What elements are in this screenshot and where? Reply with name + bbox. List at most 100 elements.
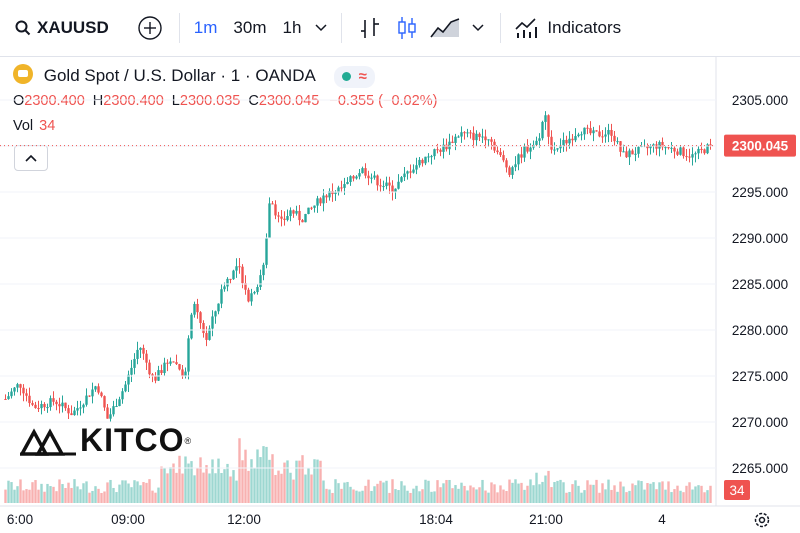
candle-body	[34, 404, 37, 409]
market-open-dot	[341, 72, 351, 82]
candle-body	[151, 374, 154, 377]
candle-body	[307, 207, 310, 214]
candle-body	[694, 153, 697, 155]
volume-bar	[484, 490, 487, 503]
volume-bar	[109, 479, 112, 503]
volume-bar	[271, 454, 274, 503]
last-price-tag	[724, 134, 796, 157]
high-value: 2300.400	[103, 93, 164, 109]
volume-bar	[580, 492, 583, 503]
volume-bar	[550, 487, 553, 503]
candle-body	[700, 148, 703, 150]
volume-bar	[310, 474, 313, 503]
volume-bar	[304, 474, 307, 503]
candle-body	[292, 210, 295, 214]
candle-body	[697, 148, 700, 154]
candle-body	[208, 328, 211, 340]
candle-body	[286, 216, 289, 220]
volume-bar	[469, 485, 472, 503]
volume-bar	[664, 489, 667, 503]
candle-body	[703, 149, 706, 154]
candle-body	[673, 147, 676, 152]
candle-body	[331, 191, 334, 195]
candle-body	[46, 407, 49, 409]
volume-bar	[637, 480, 640, 503]
candle-body	[19, 384, 22, 388]
candle-body	[691, 154, 694, 158]
volume-bar	[424, 479, 427, 503]
indicators-button[interactable]: Indicators	[515, 0, 621, 57]
chevron-down-icon[interactable]	[472, 24, 484, 32]
y-tick-label: 2300.000	[732, 139, 788, 154]
candle-body	[100, 392, 103, 397]
candles-chart-icon[interactable]	[396, 15, 418, 41]
volume-bar	[610, 489, 613, 503]
candle-body	[556, 148, 559, 150]
volume-bar	[298, 460, 301, 503]
candle-body	[580, 134, 583, 136]
volume-bar	[349, 486, 352, 503]
candle-body	[505, 160, 508, 168]
candle-body	[175, 362, 178, 365]
volume-bar	[523, 489, 526, 503]
candle-body	[349, 176, 352, 182]
candle-body	[655, 144, 658, 149]
volume-bar	[697, 485, 700, 503]
volume-bar	[307, 468, 310, 503]
candle-body	[220, 289, 223, 304]
candle-body	[400, 177, 403, 182]
volume-bar	[700, 485, 703, 503]
volume-bar	[355, 490, 358, 503]
volume-bar	[25, 489, 28, 503]
candle-body	[196, 303, 199, 313]
candle-body	[550, 136, 553, 150]
candle-body	[190, 314, 193, 339]
market-status-badge[interactable]: ≈	[333, 65, 375, 88]
volume-bar	[244, 449, 247, 503]
candle-body	[430, 156, 433, 158]
toolbar-divider	[341, 13, 343, 43]
candle-body	[544, 115, 547, 122]
volume-bar	[187, 463, 190, 503]
candle-body	[85, 395, 88, 405]
candle-body	[598, 131, 601, 137]
volume-bar	[352, 489, 355, 503]
area-chart-icon[interactable]	[430, 17, 460, 39]
chevron-down-icon[interactable]	[315, 24, 327, 32]
timeframe-30m[interactable]: 30m	[233, 18, 267, 37]
volume-bar	[367, 479, 370, 503]
volume-bar	[562, 482, 565, 503]
indicators-icon	[515, 18, 538, 38]
volume-bar	[709, 485, 712, 503]
volume-bar	[589, 484, 592, 503]
volume-bar	[181, 473, 184, 503]
timeframe-1m[interactable]: 1m	[193, 18, 218, 37]
volume-bar	[184, 456, 187, 503]
candle-body	[58, 404, 61, 407]
collapse-legend-button[interactable]	[14, 145, 48, 171]
volume-bar	[406, 490, 409, 503]
candle-body	[187, 338, 190, 372]
candle-body	[658, 141, 661, 149]
compare-add-icon[interactable]	[137, 15, 163, 41]
candle-body	[136, 349, 139, 359]
volume-bar	[115, 492, 118, 503]
bars-chart-icon[interactable]	[360, 16, 380, 40]
volume-bar	[583, 490, 586, 503]
candle-body	[40, 403, 43, 409]
candle-body	[460, 132, 463, 137]
volume-bar	[37, 489, 40, 503]
candle-body	[25, 393, 28, 396]
candle-body	[358, 173, 361, 177]
candle-body	[559, 145, 562, 149]
volume-bar	[163, 467, 166, 503]
volume-bar	[94, 486, 97, 503]
timeframe-1h[interactable]: 1h	[282, 18, 302, 37]
volume-bar	[319, 460, 322, 503]
volume-bar	[673, 489, 676, 503]
kitco-watermark: KITCO ®	[20, 422, 191, 459]
symbol-search[interactable]: XAUUSD	[15, 0, 109, 57]
settings-gear-icon[interactable]	[752, 510, 772, 530]
candle-body	[88, 395, 91, 397]
candle-body	[238, 266, 241, 268]
